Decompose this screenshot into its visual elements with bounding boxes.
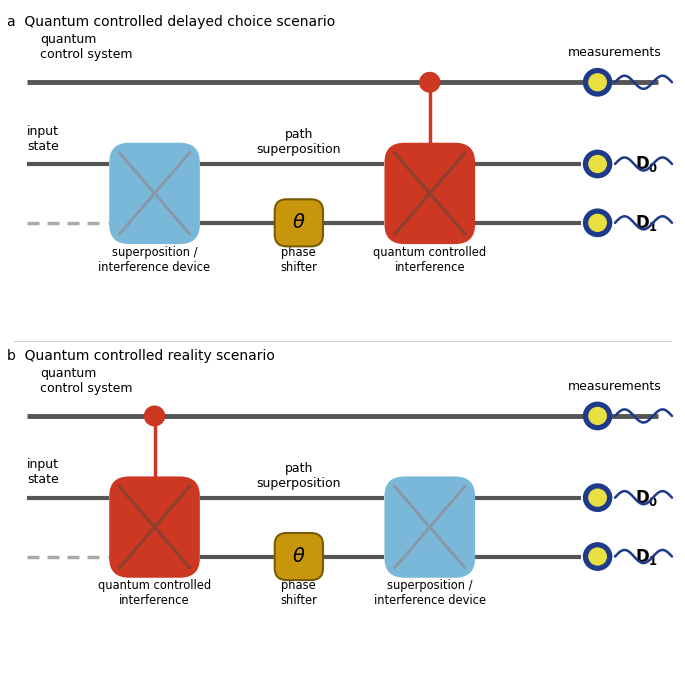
Text: a  Quantum controlled delayed choice scenario: a Quantum controlled delayed choice scen…	[7, 15, 335, 29]
Circle shape	[588, 155, 607, 173]
Circle shape	[588, 73, 607, 91]
Text: quantum
control system: quantum control system	[40, 33, 133, 61]
Circle shape	[583, 150, 612, 178]
Circle shape	[583, 68, 612, 97]
Text: input
state: input state	[27, 125, 59, 153]
Text: path
superposition: path superposition	[257, 128, 341, 156]
Text: phase
shifter: phase shifter	[280, 246, 317, 274]
Circle shape	[588, 407, 607, 425]
Text: $\mathbf{D_0}$: $\mathbf{D_0}$	[634, 154, 658, 174]
Text: measurements: measurements	[568, 380, 661, 393]
FancyBboxPatch shape	[384, 477, 475, 577]
Text: b  Quantum controlled reality scenario: b Quantum controlled reality scenario	[7, 349, 275, 362]
Text: $\theta$: $\theta$	[292, 547, 306, 566]
Text: phase
shifter: phase shifter	[280, 580, 317, 607]
Text: $\mathbf{D_0}$: $\mathbf{D_0}$	[634, 488, 658, 507]
Circle shape	[588, 488, 607, 507]
Text: quantum controlled
interference: quantum controlled interference	[98, 580, 211, 607]
FancyBboxPatch shape	[275, 533, 323, 580]
Text: $\theta$: $\theta$	[292, 213, 306, 232]
FancyBboxPatch shape	[384, 143, 475, 244]
Circle shape	[588, 214, 607, 232]
Circle shape	[583, 484, 612, 512]
FancyBboxPatch shape	[109, 143, 200, 244]
Text: quantum controlled
interference: quantum controlled interference	[373, 246, 486, 274]
Text: superposition /
interference device: superposition / interference device	[374, 580, 486, 607]
Text: $\mathbf{D_1}$: $\mathbf{D_1}$	[634, 547, 658, 567]
Text: input
state: input state	[27, 458, 59, 486]
Circle shape	[583, 208, 612, 237]
Text: quantum
control system: quantum control system	[40, 367, 133, 395]
Circle shape	[583, 542, 612, 571]
FancyBboxPatch shape	[109, 477, 200, 577]
Text: measurements: measurements	[568, 46, 661, 59]
Text: $\mathbf{D_1}$: $\mathbf{D_1}$	[634, 213, 658, 233]
Circle shape	[588, 548, 607, 566]
FancyBboxPatch shape	[275, 200, 323, 247]
Circle shape	[144, 405, 165, 426]
Text: superposition /
interference device: superposition / interference device	[99, 246, 210, 274]
Circle shape	[419, 72, 440, 93]
Circle shape	[583, 402, 612, 430]
Text: path
superposition: path superposition	[257, 462, 341, 490]
